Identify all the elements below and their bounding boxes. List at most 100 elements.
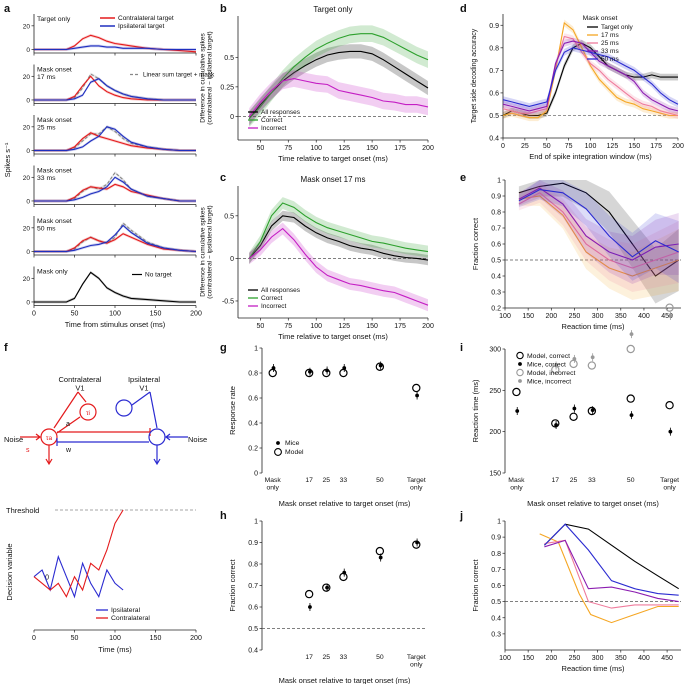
y-tick-label: 0.5 [489, 113, 499, 120]
y-tick-label: 0 [26, 198, 30, 205]
y-tick-label: 0.2 [248, 446, 258, 453]
threshold-label: Threshold [6, 506, 39, 515]
x-tick-label: 17 [552, 477, 560, 484]
data-point [587, 361, 597, 370]
series-line [544, 523, 679, 596]
legend-label: Incorrect [261, 303, 286, 310]
y-tick-label: 0.8 [248, 371, 258, 378]
diagram-label: w [65, 447, 72, 454]
panel-label: j [459, 510, 463, 522]
text-line: V1 [139, 383, 148, 392]
data-point [308, 605, 312, 609]
diagram-edge [56, 416, 81, 434]
text-line: Mask onset [37, 218, 72, 225]
y-tick-label: 1 [254, 346, 258, 353]
y-tick-label: 0.6 [489, 90, 499, 97]
y-tick-label: 20 [23, 175, 31, 182]
data-point [629, 413, 634, 418]
y-tick-label: 0.4 [489, 136, 499, 143]
panel-label: b [220, 3, 227, 15]
x-tick-label: 200 [190, 635, 202, 642]
series-line [248, 50, 429, 120]
y-tick-label: 0.9 [248, 540, 258, 547]
y-axis-label: Difference in cumulative spikes(contrala… [199, 205, 213, 298]
series-line [34, 224, 197, 253]
diagram-edge [131, 391, 158, 429]
y-tick-label: 0.2 [491, 306, 501, 313]
series-line [34, 45, 196, 51]
x-tick-label: 100 [585, 143, 597, 150]
x-tick-label: 175 [650, 143, 662, 150]
series-line [34, 233, 197, 253]
y-tick-label: 0.6 [248, 396, 258, 403]
series-line [248, 227, 429, 306]
x-tick-label: 75 [284, 145, 292, 152]
legend-label: Correct [261, 295, 283, 302]
x-tick-label: Target only [407, 654, 426, 669]
x-tick-label: 0 [32, 635, 36, 642]
data-point [626, 394, 635, 403]
y-axis-label: Fraction correct [471, 559, 480, 612]
y-tick-label: 20 [23, 276, 31, 283]
x-tick-label: 400 [638, 313, 650, 320]
x-tick-label: 17 [305, 477, 313, 484]
x-tick-label: 50 [256, 145, 264, 152]
legend-label: Correct [261, 117, 283, 124]
data-point [378, 555, 383, 560]
data-point [412, 540, 421, 549]
legend-label: Mice, correct [527, 362, 566, 369]
x-tick-label: 350 [615, 313, 627, 320]
text-line: Target [407, 477, 426, 484]
x-tick-label: 200 [545, 313, 557, 320]
text-line: only [410, 485, 423, 492]
diagram-edge [57, 428, 151, 436]
x-axis-label: Time from stimulus onset (ms) [65, 320, 166, 329]
x-tick-label: 175 [394, 323, 406, 330]
data-point [587, 406, 597, 416]
data-point [569, 359, 578, 369]
subplot-title: Mask onset 50 ms [37, 218, 72, 233]
diagram-arrow [165, 433, 188, 441]
y-tick-label: 0.5 [491, 258, 501, 265]
series-band [34, 77, 196, 102]
y-tick-label: 300 [489, 347, 501, 354]
y-axis-label: Spikes s⁻¹ [3, 142, 12, 177]
x-tick-label: 125 [338, 145, 350, 152]
x-tick-label: 150 [628, 143, 640, 150]
series-line [34, 176, 196, 202]
x-axis-label: Time (ms) [98, 645, 132, 654]
x-tick-label: 150 [522, 655, 534, 662]
text-line: Mask onset [37, 67, 72, 74]
legend-swatch [516, 351, 524, 360]
text-line: 33 ms [37, 175, 56, 182]
y-tick-label: 0 [254, 471, 258, 478]
diagram-arrow [153, 445, 161, 466]
x-axis-label: Time relative to target onset (ms) [278, 332, 388, 341]
text-line: Target [407, 654, 426, 661]
data-point [412, 383, 421, 393]
y-tick-label: 0 [26, 47, 30, 54]
panel-label: c [220, 172, 226, 184]
series-band [518, 180, 679, 284]
legend-label: All responses [261, 287, 301, 294]
y-tick-label: 0.8 [489, 45, 499, 52]
text-line: Mask [265, 477, 282, 484]
x-tick-label: 100 [499, 313, 511, 320]
series-band [34, 74, 196, 102]
y-tick-label: 20 [23, 225, 31, 232]
text-line: Ipsilateral [128, 375, 160, 384]
series-line [248, 202, 429, 259]
diagram-label: τi [86, 410, 90, 417]
y-tick-label: 0.6 [491, 242, 501, 249]
y-tick-label: 0 [45, 575, 49, 582]
legend-label: Model, incorrect [527, 370, 575, 377]
diagram-edge [56, 438, 149, 446]
x-tick-label: 50 [543, 143, 551, 150]
diagram-label: Noise [4, 435, 23, 444]
legend-label: Ipsilateral target [118, 23, 164, 30]
legend-label: 33 ms [601, 48, 619, 55]
series-band [34, 125, 196, 152]
y-axis-label: Target side decoding accuracy [471, 28, 478, 123]
x-tick-label: 75 [284, 323, 292, 330]
